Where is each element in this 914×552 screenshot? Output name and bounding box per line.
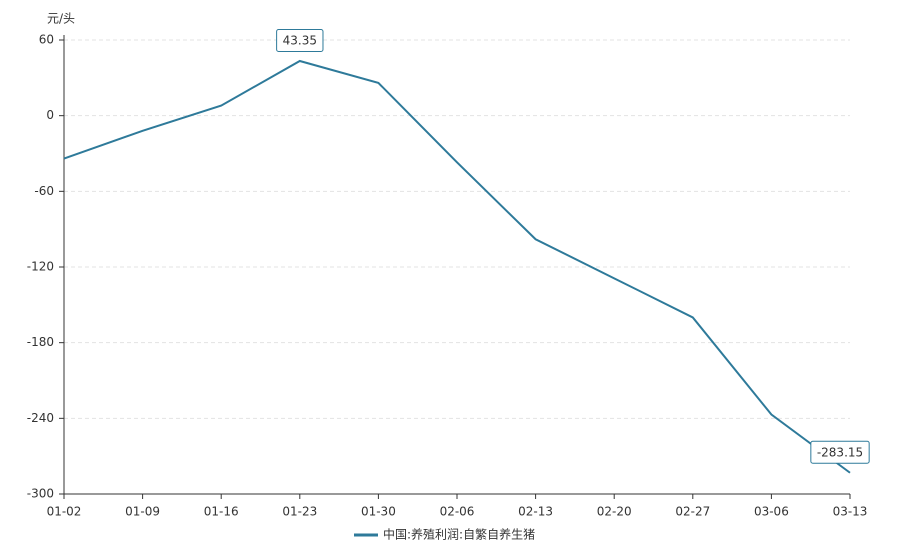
y-tick-label: -180 [27,335,54,349]
y-tick-label: -300 [27,487,54,501]
x-tick-label: 01-16 [204,505,239,519]
x-tick-label: 01-23 [282,505,317,519]
data-label: -283.15 [817,445,863,459]
x-tick-label: 03-13 [833,505,868,519]
legend-label: 中国:养殖利润:自繁自养生猪 [383,527,535,542]
x-tick-label: 01-30 [361,505,396,519]
y-tick-label: -120 [27,260,54,274]
series-line [63,59,851,474]
y-tick-label: 60 [39,33,54,47]
data-label-box [276,28,324,52]
x-tick-label: 01-09 [125,505,160,519]
y-axis-unit: 元/头 [47,12,75,26]
x-tick-label: 01-02 [47,505,82,519]
x-tick-label: 02-06 [440,505,475,519]
x-tick-label: 02-20 [597,505,632,519]
y-tick-label: -60 [34,184,54,198]
data-label-box [810,440,870,464]
y-tick-label: 0 [46,108,54,122]
x-tick-label: 02-27 [675,505,710,519]
y-tick-label: -240 [27,411,54,425]
x-tick-label: 02-13 [518,505,553,519]
x-tick-label: 03-06 [754,505,789,519]
data-label: 43.35 [283,33,317,47]
